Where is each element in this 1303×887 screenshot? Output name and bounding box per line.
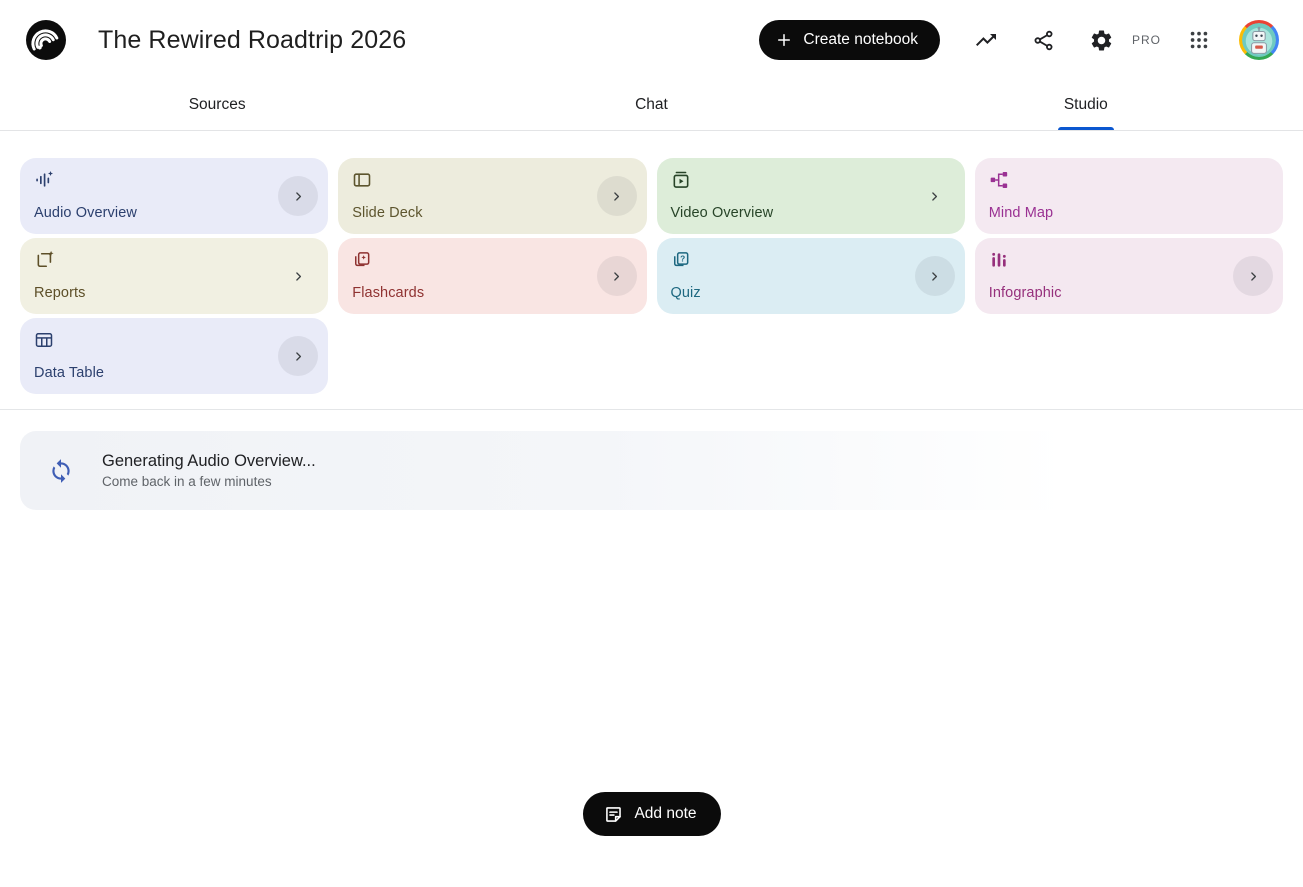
card-label: Audio Overview <box>34 205 137 221</box>
chevron-right-icon <box>1250 271 1256 281</box>
chevron-right-icon <box>295 191 301 201</box>
svg-text:?: ? <box>680 253 685 263</box>
analytics-icon[interactable] <box>964 20 1008 60</box>
share-icon[interactable] <box>1022 20 1066 60</box>
notebook-title[interactable]: The Rewired Roadtrip 2026 <box>98 25 407 54</box>
open-infographic-button[interactable] <box>1233 256 1273 296</box>
avatar[interactable] <box>1239 20 1279 60</box>
pro-badge: PRO <box>1131 33 1161 47</box>
chevron-right-icon <box>295 271 301 281</box>
sync-icon <box>48 458 74 484</box>
chevron-right-icon <box>614 191 620 201</box>
tab-chat-label: Chat <box>635 96 668 113</box>
card-label: Flashcards <box>352 285 425 301</box>
slide-deck-icon <box>352 170 632 190</box>
studio-card-mind-map[interactable]: Mind Map <box>974 158 1283 234</box>
chevron-right-icon <box>295 351 301 361</box>
mind-map-icon <box>989 170 1269 190</box>
status-text-block: Generating Audio Overview... Come back i… <box>102 452 316 489</box>
chevron-right-icon <box>614 271 620 281</box>
report-sparkle-icon <box>34 250 314 270</box>
studio-card-reports[interactable]: Reports <box>20 238 329 314</box>
create-notebook-label: Create notebook <box>803 31 918 48</box>
studio-card-slide-deck[interactable]: Slide Deck <box>338 158 647 234</box>
generating-status-card: Generating Audio Overview... Come back i… <box>20 431 1065 510</box>
note-icon <box>602 804 623 825</box>
tab-studio-label: Studio <box>1063 96 1108 113</box>
plus-icon <box>775 31 793 49</box>
top-tabbar: Sources Chat Studio <box>0 80 1303 131</box>
card-label: Mind Map <box>988 205 1054 221</box>
audio-waveform-sparkle-icon <box>34 170 314 190</box>
tab-sources-label: Sources <box>188 96 246 113</box>
chevron-right-icon <box>932 191 938 201</box>
card-label: Quiz <box>670 285 701 301</box>
open-reports-button[interactable] <box>278 256 318 296</box>
studio-card-video-overview[interactable]: Video Overview <box>656 158 965 234</box>
card-label: Video Overview <box>670 205 774 221</box>
chevron-right-icon <box>932 271 938 281</box>
active-tab-underline <box>1057 127 1114 130</box>
bar-chart-icon <box>989 250 1269 270</box>
tab-chat[interactable]: Chat <box>434 80 868 130</box>
open-video-overview-button[interactable] <box>915 176 955 216</box>
add-note-button[interactable]: Add note <box>582 792 721 836</box>
card-label: Slide Deck <box>352 205 423 221</box>
open-flashcards-button[interactable] <box>596 256 637 296</box>
tab-sources[interactable]: Sources <box>0 80 434 130</box>
apps-grid-icon[interactable] <box>1177 20 1221 60</box>
flashcards-star-icon <box>352 250 632 270</box>
notebooklm-logo[interactable] <box>26 20 66 60</box>
video-play-icon <box>671 170 951 190</box>
studio-card-grid: Audio Overview Slide Deck Video Overview <box>20 158 1283 394</box>
status-subtitle: Come back in a few minutes <box>102 474 272 489</box>
open-audio-overview-button[interactable] <box>278 176 319 216</box>
tab-studio[interactable]: Studio <box>869 80 1303 130</box>
create-notebook-button[interactable]: Create notebook <box>759 20 940 60</box>
studio-divider <box>0 409 1303 410</box>
settings-gear-icon[interactable] <box>1080 20 1124 60</box>
studio-card-quiz[interactable]: ? Quiz <box>656 238 965 314</box>
open-slide-deck-button[interactable] <box>596 176 637 216</box>
card-label: Data Table <box>34 365 105 381</box>
data-table-icon <box>34 330 314 350</box>
studio-card-audio-overview[interactable]: Audio Overview <box>20 158 329 234</box>
studio-card-data-table[interactable]: Data Table <box>20 318 329 394</box>
card-label: Infographic <box>988 285 1062 301</box>
add-note-label: Add note <box>634 805 697 822</box>
status-title: Generating Audio Overview... <box>102 452 316 470</box>
card-label: Reports <box>34 285 86 301</box>
studio-card-infographic[interactable]: Infographic <box>974 238 1283 314</box>
app-header: The Rewired Roadtrip 2026 Create noteboo… <box>0 0 1303 80</box>
quiz-cards-icon: ? <box>671 250 951 270</box>
avatar-robot-image <box>1242 23 1276 57</box>
open-data-table-button[interactable] <box>278 336 319 376</box>
open-quiz-button[interactable] <box>914 256 955 296</box>
header-actions: Create notebook PRO <box>759 20 1279 60</box>
studio-card-flashcards[interactable]: Flashcards <box>338 238 647 314</box>
